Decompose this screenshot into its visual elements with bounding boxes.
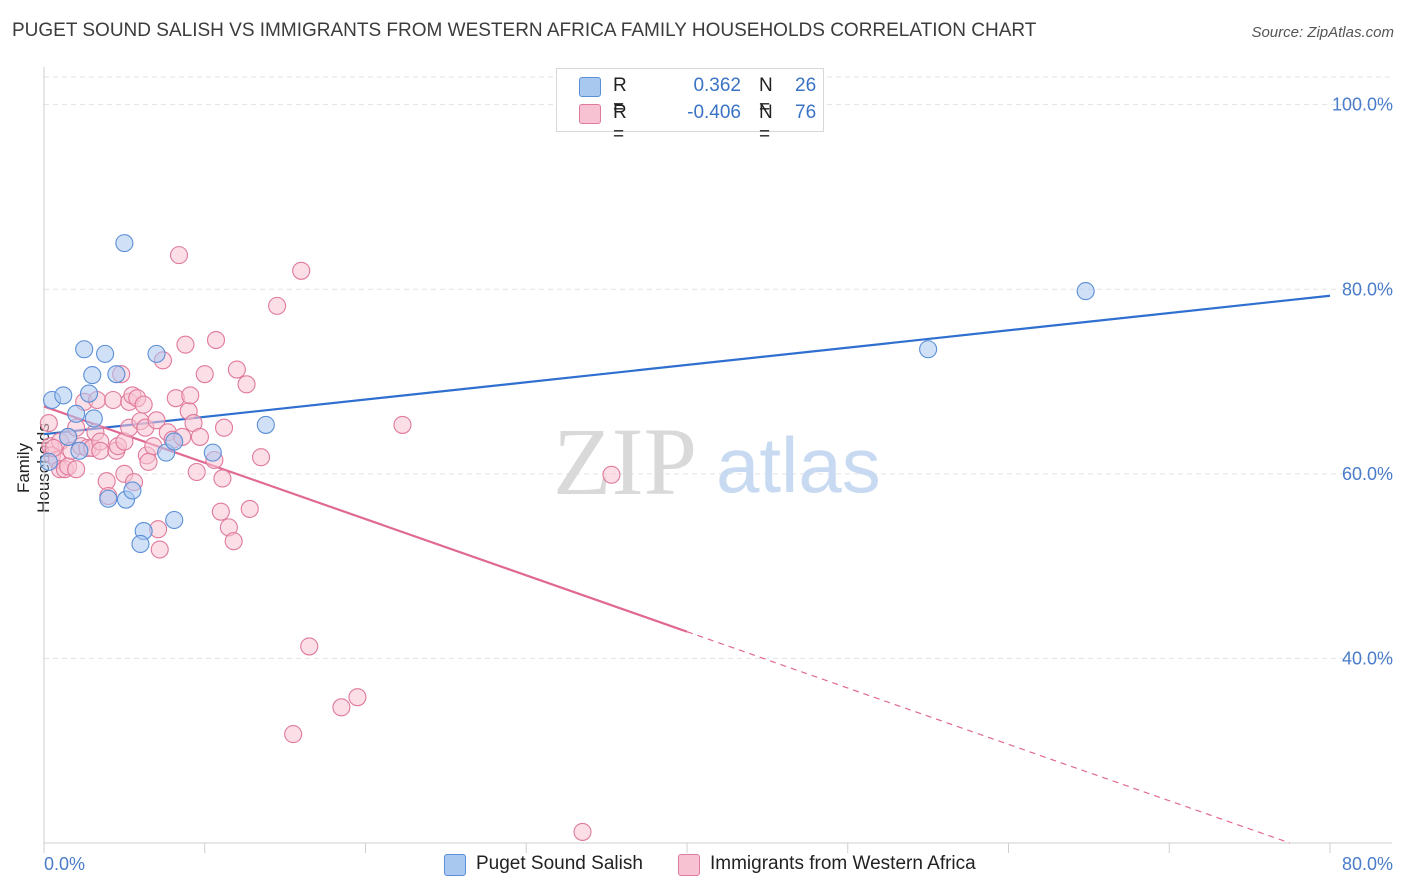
point-western-africa bbox=[139, 452, 158, 471]
point-salish bbox=[107, 365, 126, 384]
point-salish bbox=[256, 415, 275, 434]
point-western-africa bbox=[206, 330, 226, 350]
point-western-africa bbox=[251, 448, 271, 467]
point-western-africa bbox=[150, 540, 169, 559]
point-western-africa bbox=[39, 414, 58, 433]
point-salish bbox=[147, 344, 166, 363]
point-salish bbox=[84, 409, 103, 428]
point-salish bbox=[165, 510, 184, 530]
tick-labels: 100.0% 80.0% 60.0% 40.0% 0.0% 80.0% bbox=[44, 95, 1393, 874]
point-western-africa bbox=[300, 637, 319, 656]
point-salish bbox=[79, 384, 99, 403]
watermark: ZIP atlas bbox=[553, 408, 881, 515]
legend-label-salish: Puget Sound Salish bbox=[476, 853, 643, 874]
n-label: N = bbox=[759, 75, 773, 118]
point-western-africa bbox=[67, 460, 86, 479]
point-salish bbox=[131, 534, 150, 554]
point-salish bbox=[59, 427, 78, 446]
point-western-africa bbox=[284, 725, 303, 744]
correlation-legend: R = 0.362 N = 26 R = -0.406 N = 76 bbox=[556, 68, 824, 145]
point-salish bbox=[54, 386, 73, 405]
point-western-africa bbox=[169, 246, 189, 265]
point-western-africa bbox=[268, 296, 287, 315]
point-western-africa bbox=[393, 415, 412, 434]
point-western-africa bbox=[91, 441, 110, 460]
point-western-africa bbox=[187, 462, 206, 482]
point-western-africa bbox=[348, 688, 367, 707]
point-western-africa bbox=[214, 418, 234, 437]
point-western-africa bbox=[227, 360, 246, 379]
r-label: R = bbox=[613, 102, 627, 145]
point-western-africa bbox=[181, 386, 200, 405]
point-western-africa bbox=[176, 335, 195, 354]
r-label: R = bbox=[613, 75, 627, 118]
data-points bbox=[39, 234, 1095, 841]
point-salish bbox=[123, 481, 142, 500]
y-tick-label: 100.0% bbox=[1332, 95, 1393, 115]
point-western-africa bbox=[195, 365, 214, 384]
point-western-africa bbox=[213, 469, 232, 488]
legend-swatch-salish bbox=[579, 77, 601, 97]
r-value: -0.406 bbox=[687, 102, 741, 123]
point-western-africa bbox=[211, 502, 230, 521]
point-salish bbox=[83, 366, 102, 385]
legend-swatch-western-africa bbox=[678, 854, 700, 876]
legend-swatch-salish bbox=[444, 854, 466, 876]
point-western-africa bbox=[224, 532, 243, 551]
point-western-africa bbox=[332, 698, 351, 717]
point-western-africa bbox=[602, 465, 621, 484]
x-tick-label: 0.0% bbox=[44, 854, 85, 874]
point-salish bbox=[115, 234, 134, 253]
point-salish bbox=[919, 340, 938, 359]
point-salish bbox=[99, 489, 118, 508]
n-value: 76 bbox=[795, 102, 817, 123]
watermark-atlas: atlas bbox=[716, 421, 881, 509]
point-western-africa bbox=[147, 411, 166, 430]
point-western-africa bbox=[292, 261, 311, 280]
gridlines bbox=[44, 76, 1392, 659]
point-western-africa bbox=[104, 390, 123, 410]
point-salish bbox=[165, 432, 184, 451]
legend-label-western-africa: Immigrants from Western Africa bbox=[710, 853, 976, 874]
point-western-africa bbox=[134, 395, 153, 414]
trend-extension-western-africa bbox=[686, 631, 1291, 844]
point-salish bbox=[1076, 282, 1095, 301]
y-tick-label: 80.0% bbox=[1342, 279, 1393, 299]
point-salish bbox=[75, 340, 94, 359]
point-salish bbox=[67, 404, 86, 423]
r-value: 0.362 bbox=[693, 75, 741, 96]
watermark-zip: ZIP bbox=[553, 408, 697, 515]
point-salish bbox=[203, 443, 222, 462]
n-value: 26 bbox=[795, 75, 817, 96]
chart-title: PUGET SOUND SALISH VS IMMIGRANTS FROM WE… bbox=[12, 20, 1037, 41]
point-western-africa bbox=[237, 375, 256, 394]
point-western-africa bbox=[573, 822, 592, 841]
source-label: Source: ZipAtlas.com bbox=[1251, 24, 1394, 41]
point-salish bbox=[39, 452, 58, 471]
point-salish bbox=[70, 441, 89, 460]
point-salish bbox=[96, 344, 115, 363]
n-label: N = bbox=[759, 102, 773, 145]
x-tick-label: 80.0% bbox=[1342, 854, 1393, 874]
legend-swatch-western-africa bbox=[579, 104, 601, 124]
point-western-africa bbox=[190, 427, 209, 446]
y-tick-label: 40.0% bbox=[1342, 648, 1393, 668]
trend-line-salish bbox=[43, 294, 1331, 436]
point-western-africa bbox=[240, 499, 259, 518]
y-tick-label: 60.0% bbox=[1342, 464, 1393, 484]
